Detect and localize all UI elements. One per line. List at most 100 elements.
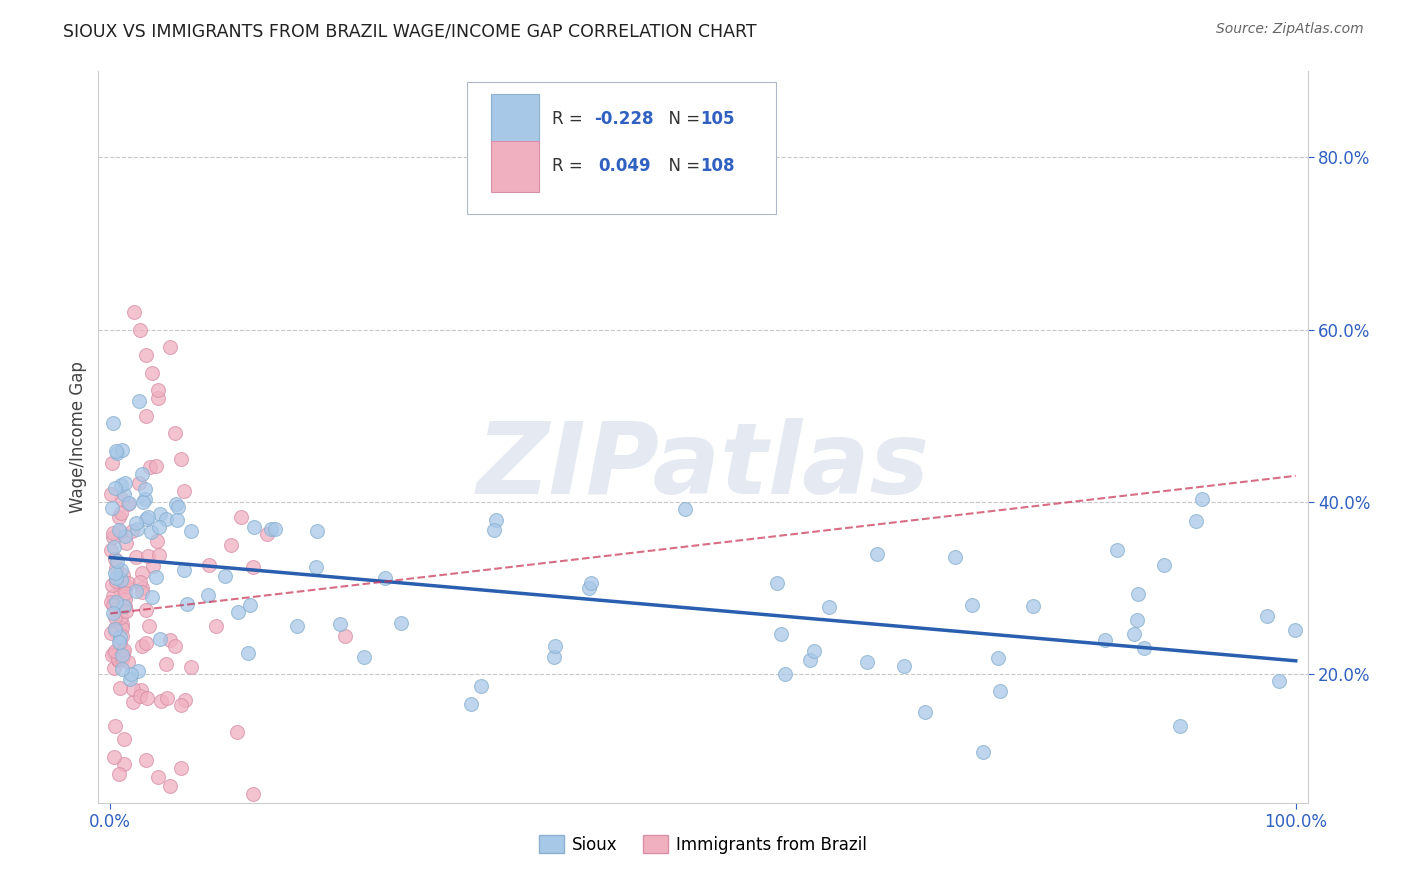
Point	[104, 644, 127, 658]
Point	[104, 624, 127, 639]
Point	[173, 483, 195, 498]
Point	[146, 383, 169, 397]
Point	[803, 644, 825, 658]
Point	[775, 667, 797, 681]
Point	[114, 599, 136, 614]
Point	[389, 616, 412, 631]
Point	[111, 629, 134, 643]
Point	[818, 599, 841, 614]
Point	[117, 497, 139, 511]
Point	[166, 513, 188, 527]
Point	[101, 598, 124, 612]
Point	[104, 719, 127, 733]
Point	[167, 500, 190, 514]
Y-axis label: Wage/Income Gap: Wage/Income Gap	[69, 361, 87, 513]
Text: 105: 105	[700, 110, 735, 128]
Point	[214, 569, 236, 583]
Point	[110, 630, 132, 644]
Point	[128, 574, 150, 589]
Point	[129, 322, 152, 336]
Point	[131, 467, 153, 481]
Point	[108, 582, 131, 597]
Point	[101, 648, 124, 663]
Point	[127, 665, 149, 679]
Point	[122, 305, 145, 319]
Point	[101, 577, 124, 591]
Point	[544, 640, 567, 654]
Point	[1126, 587, 1149, 601]
Point	[131, 582, 153, 596]
Point	[104, 594, 127, 608]
Point	[107, 653, 129, 667]
Point	[104, 621, 127, 635]
Legend: Sioux, Immigrants from Brazil: Sioux, Immigrants from Brazil	[533, 829, 873, 860]
Point	[149, 507, 172, 521]
Point	[986, 651, 1008, 665]
Point	[972, 745, 994, 759]
Text: SIOUX VS IMMIGRANTS FROM BRAZIL WAGE/INCOME GAP CORRELATION CHART: SIOUX VS IMMIGRANTS FROM BRAZIL WAGE/INC…	[63, 22, 756, 40]
Point	[104, 574, 127, 589]
Point	[305, 560, 328, 574]
Point	[460, 697, 482, 711]
Point	[1284, 623, 1306, 637]
Point	[101, 530, 124, 544]
Point	[132, 495, 155, 509]
Point	[238, 646, 260, 660]
Point	[125, 516, 148, 530]
Point	[484, 523, 506, 537]
Point	[111, 621, 134, 635]
Point	[943, 550, 966, 565]
Point	[1185, 514, 1208, 528]
Point	[110, 662, 132, 676]
Point	[173, 693, 195, 707]
Point	[101, 456, 124, 470]
Point	[142, 558, 165, 573]
Point	[146, 770, 169, 784]
Point	[329, 617, 352, 632]
Point	[149, 632, 172, 647]
Point	[239, 598, 262, 612]
Point	[105, 444, 128, 458]
Text: -0.228: -0.228	[595, 110, 654, 128]
Text: Source: ZipAtlas.com: Source: ZipAtlas.com	[1216, 22, 1364, 37]
Text: N =: N =	[658, 158, 706, 176]
Text: ZIPatlas: ZIPatlas	[477, 417, 929, 515]
Point	[170, 761, 193, 775]
Point	[104, 481, 127, 495]
Point	[256, 527, 278, 541]
Point	[988, 684, 1011, 698]
Point	[128, 475, 150, 490]
Point	[1268, 674, 1291, 689]
Point	[305, 524, 328, 538]
Point	[121, 524, 143, 538]
Point	[103, 646, 125, 660]
Point	[107, 651, 129, 665]
Point	[138, 619, 160, 633]
Point	[1153, 558, 1175, 572]
Point	[765, 575, 787, 590]
Point	[145, 459, 167, 474]
Text: N =: N =	[658, 110, 706, 128]
Point	[117, 575, 139, 590]
Point	[1191, 492, 1213, 507]
Point	[125, 522, 148, 536]
Point	[136, 509, 159, 524]
Point	[104, 566, 127, 581]
Point	[135, 636, 157, 650]
Point	[180, 524, 202, 538]
Point	[204, 619, 226, 633]
Point	[118, 496, 141, 510]
Point	[138, 460, 160, 475]
Point	[111, 652, 134, 666]
Point	[111, 491, 134, 506]
Point	[129, 682, 152, 697]
Point	[122, 695, 145, 709]
Point	[799, 653, 821, 667]
Point	[260, 522, 283, 536]
Point	[128, 394, 150, 409]
Point	[101, 606, 124, 620]
Point	[1168, 719, 1191, 733]
Point	[136, 690, 159, 705]
Point	[117, 655, 139, 669]
Point	[1123, 627, 1146, 641]
